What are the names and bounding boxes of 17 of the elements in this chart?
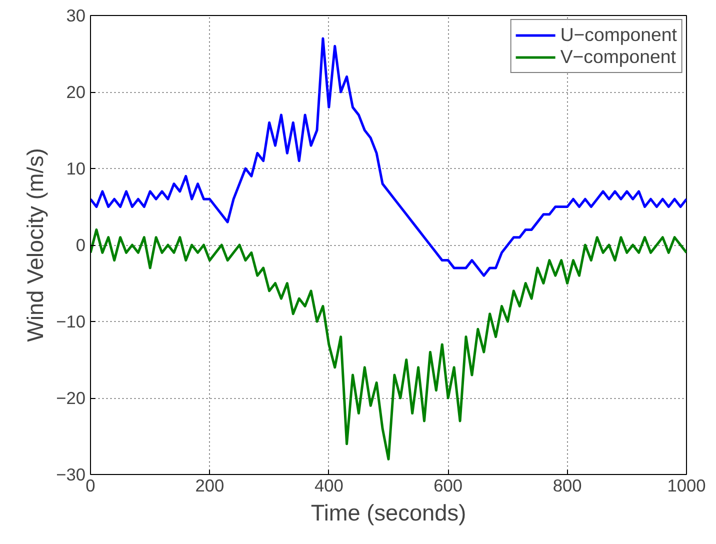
x-axis-title: Time (seconds) (310, 500, 466, 526)
y-axis-title: Wind Velocity (m/s) (22, 148, 48, 342)
y-tick-label: −10 (56, 312, 86, 332)
y-tick-label: 0 (76, 235, 86, 255)
x-tick-label: 1000 (667, 476, 706, 496)
line-series (90, 228, 686, 460)
y-tick-label: −20 (56, 388, 86, 408)
y-tick-label: −30 (56, 464, 86, 484)
x-tick-label: 200 (195, 476, 224, 496)
y-tick-label: 20 (66, 82, 86, 102)
legend-label: V−component (560, 46, 676, 68)
legend-label: U−component (560, 24, 677, 46)
x-tick-label: 600 (434, 476, 463, 496)
y-tick-label: 10 (66, 158, 86, 178)
y-tick-label: 30 (66, 6, 86, 26)
x-tick-label: 400 (314, 476, 344, 496)
x-tick-label: 800 (552, 476, 582, 496)
